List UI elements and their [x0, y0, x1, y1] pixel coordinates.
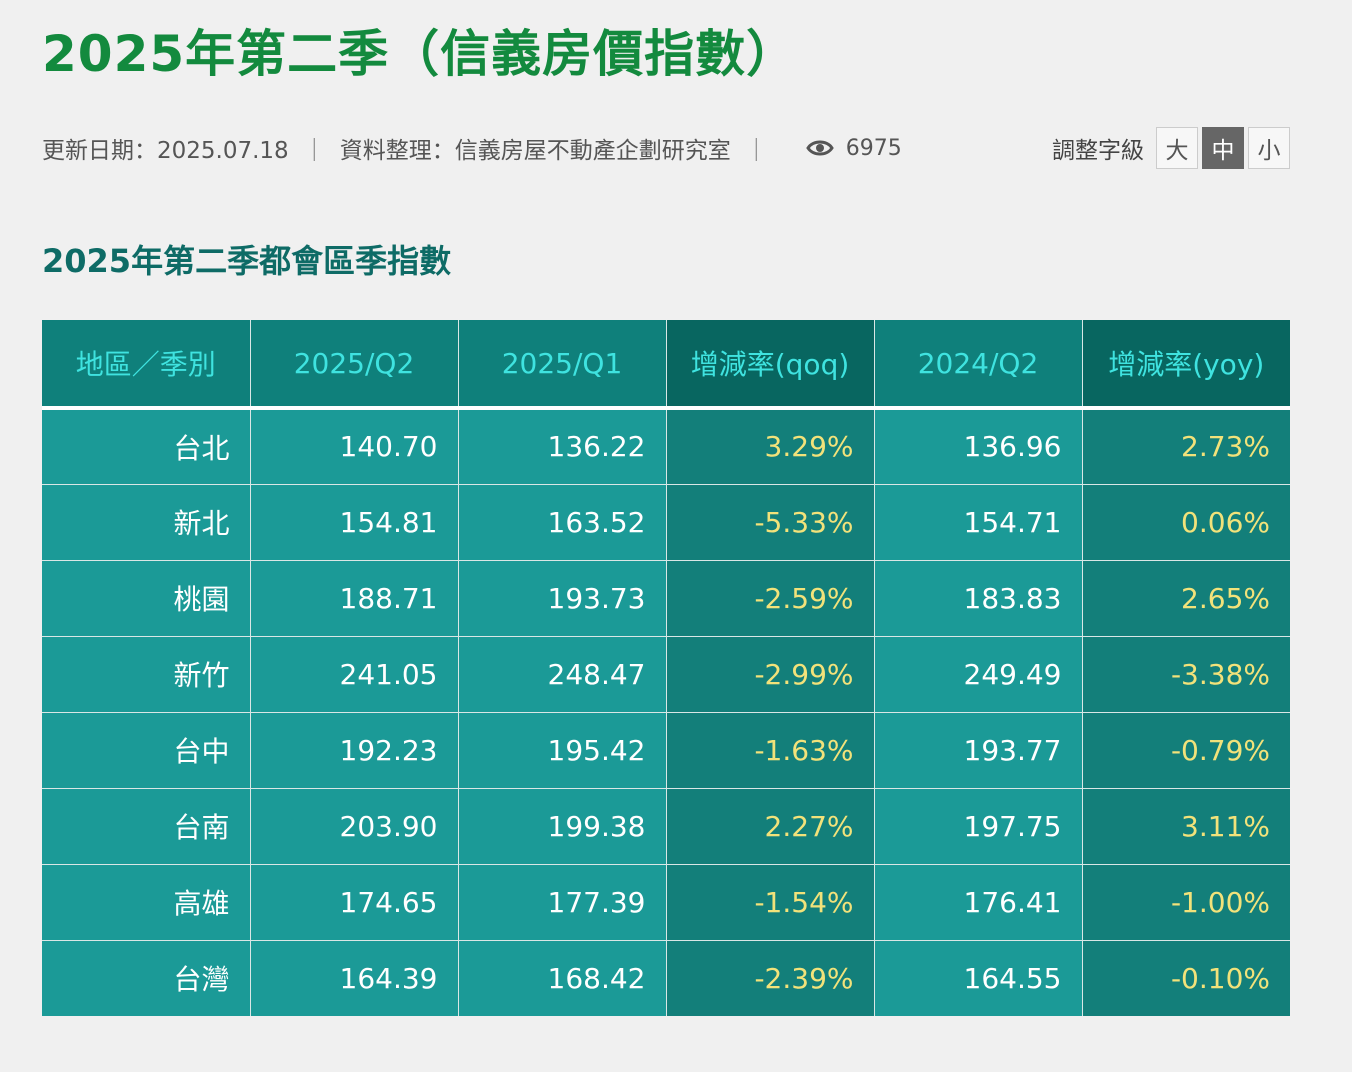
- cell-qoq: 2.27%: [665, 787, 874, 864]
- cell-qoq: -1.54%: [665, 863, 874, 940]
- cell-qoq: 3.29%: [665, 407, 874, 484]
- font-size-small-button[interactable]: 小: [1248, 127, 1290, 169]
- cell-2025q2: 241.05: [249, 635, 458, 712]
- cell-yoy: 3.11%: [1081, 787, 1290, 864]
- cell-2025q1: 193.73: [457, 559, 666, 636]
- column-header-2025q1: 2025/Q1: [457, 320, 666, 410]
- cell-yoy: -3.38%: [1081, 635, 1290, 712]
- page-title: 2025年第二季（信義房價指數）: [42, 25, 798, 83]
- column-header-2025q2: 2025/Q2: [249, 320, 458, 410]
- cell-region: 台灣: [42, 939, 250, 1016]
- cell-2025q1: 177.39: [457, 863, 666, 940]
- cell-2024q2: 136.96: [873, 407, 1082, 484]
- section-title: 2025年第二季都會區季指數: [42, 242, 452, 280]
- cell-2025q1: 195.42: [457, 711, 666, 788]
- index-table-container: 地區／季別 2025/Q2 2025/Q1 增減率(qoq) 2024/Q2 增…: [42, 320, 1290, 1016]
- view-count: 6975: [805, 135, 902, 161]
- table-header-row: 地區／季別 2025/Q2 2025/Q1 增減率(qoq) 2024/Q2 增…: [42, 320, 1290, 410]
- column-header-yoy: 增減率(yoy): [1081, 320, 1290, 410]
- cell-2025q2: 140.70: [249, 407, 458, 484]
- cell-2024q2: 193.77: [873, 711, 1082, 788]
- table-row: 台灣 164.39 168.42 -2.39% 164.55 -0.10%: [42, 939, 1290, 1016]
- cell-2025q1: 136.22: [457, 407, 666, 484]
- table-row: 台南 203.90 199.38 2.27% 197.75 3.11%: [42, 787, 1290, 864]
- update-date: 更新日期：2025.07.18: [42, 138, 289, 164]
- meta-bar: 更新日期：2025.07.18 ｜ 資料整理：信義房屋不動產企劃研究室 ｜ 69…: [42, 127, 1290, 169]
- table-row: 新北 154.81 163.52 -5.33% 154.71 0.06%: [42, 483, 1290, 560]
- cell-region: 桃園: [42, 559, 250, 636]
- cell-qoq: -2.59%: [665, 559, 874, 636]
- cell-yoy: 2.65%: [1081, 559, 1290, 636]
- font-size-medium-button[interactable]: 中: [1202, 127, 1244, 169]
- cell-region: 台中: [42, 711, 250, 788]
- cell-qoq: -1.63%: [665, 711, 874, 788]
- cell-yoy: 2.73%: [1081, 407, 1290, 484]
- cell-2025q2: 203.90: [249, 787, 458, 864]
- cell-2024q2: 164.55: [873, 939, 1082, 1016]
- cell-yoy: -0.79%: [1081, 711, 1290, 788]
- table-row: 新竹 241.05 248.47 -2.99% 249.49 -3.38%: [42, 635, 1290, 712]
- column-header-qoq: 增減率(qoq): [665, 320, 874, 410]
- cell-2025q1: 248.47: [457, 635, 666, 712]
- cell-region: 台北: [42, 407, 250, 484]
- cell-region: 新北: [42, 483, 250, 560]
- cell-qoq: -2.99%: [665, 635, 874, 712]
- cell-2025q2: 188.71: [249, 559, 458, 636]
- meta-separator: ｜: [744, 138, 768, 164]
- cell-yoy: 0.06%: [1081, 483, 1290, 560]
- cell-2024q2: 249.49: [873, 635, 1082, 712]
- cell-qoq: -2.39%: [665, 939, 874, 1016]
- font-size-controls: 調整字級 大 中 小: [1052, 127, 1290, 169]
- cell-yoy: -1.00%: [1081, 863, 1290, 940]
- cell-region: 台南: [42, 787, 250, 864]
- cell-2024q2: 176.41: [873, 863, 1082, 940]
- column-header-2024q2: 2024/Q2: [873, 320, 1082, 410]
- cell-yoy: -0.10%: [1081, 939, 1290, 1016]
- cell-region: 高雄: [42, 863, 250, 940]
- meta-separator: ｜: [302, 138, 326, 164]
- cell-2025q1: 199.38: [457, 787, 666, 864]
- table-row: 高雄 174.65 177.39 -1.54% 176.41 -1.00%: [42, 863, 1290, 940]
- eye-icon: [805, 138, 834, 158]
- cell-2024q2: 183.83: [873, 559, 1082, 636]
- column-header-region: 地區／季別: [42, 320, 250, 410]
- cell-2024q2: 154.71: [873, 483, 1082, 560]
- cell-2025q1: 168.42: [457, 939, 666, 1016]
- cell-2025q2: 164.39: [249, 939, 458, 1016]
- cell-2025q2: 192.23: [249, 711, 458, 788]
- view-count-value: 6975: [845, 135, 902, 161]
- index-table: 地區／季別 2025/Q2 2025/Q1 增減率(qoq) 2024/Q2 增…: [42, 320, 1290, 1016]
- cell-2025q1: 163.52: [457, 483, 666, 560]
- cell-2024q2: 197.75: [873, 787, 1082, 864]
- font-size-label: 調整字級: [1052, 138, 1144, 164]
- font-size-large-button[interactable]: 大: [1156, 127, 1198, 169]
- table-row: 桃園 188.71 193.73 -2.59% 183.83 2.65%: [42, 559, 1290, 636]
- table-row: 台中 192.23 195.42 -1.63% 193.77 -0.79%: [42, 711, 1290, 788]
- table-row: 台北 140.70 136.22 3.29% 136.96 2.73%: [42, 407, 1290, 484]
- cell-2025q2: 154.81: [249, 483, 458, 560]
- data-source: 資料整理：信義房屋不動產企劃研究室: [339, 138, 731, 164]
- cell-2025q2: 174.65: [249, 863, 458, 940]
- cell-qoq: -5.33%: [665, 483, 874, 560]
- cell-region: 新竹: [42, 635, 250, 712]
